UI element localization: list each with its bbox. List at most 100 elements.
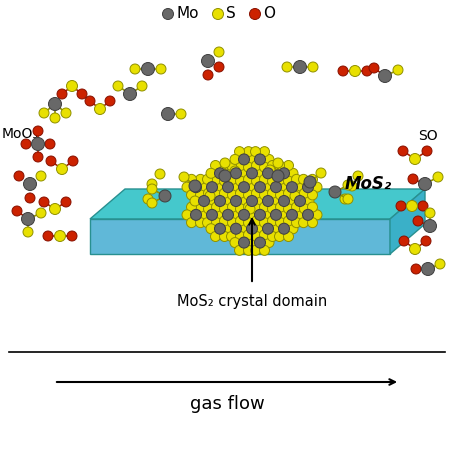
- Circle shape: [216, 182, 226, 192]
- Circle shape: [236, 176, 246, 186]
- Circle shape: [419, 178, 431, 191]
- Circle shape: [260, 245, 270, 255]
- Circle shape: [212, 217, 222, 227]
- Circle shape: [248, 210, 258, 220]
- Circle shape: [248, 182, 258, 192]
- Circle shape: [252, 176, 262, 186]
- Circle shape: [238, 182, 250, 192]
- Circle shape: [25, 193, 35, 203]
- Circle shape: [280, 182, 290, 192]
- Circle shape: [396, 201, 406, 211]
- Circle shape: [57, 89, 67, 99]
- Circle shape: [296, 182, 306, 192]
- Circle shape: [283, 188, 293, 198]
- Circle shape: [262, 168, 273, 179]
- Circle shape: [262, 223, 273, 234]
- Circle shape: [422, 146, 432, 156]
- Circle shape: [49, 98, 61, 110]
- Circle shape: [205, 191, 215, 201]
- Circle shape: [406, 201, 418, 212]
- Circle shape: [113, 81, 123, 91]
- Circle shape: [214, 223, 226, 234]
- Circle shape: [350, 65, 360, 77]
- Circle shape: [243, 217, 253, 227]
- Circle shape: [214, 168, 226, 179]
- Circle shape: [286, 209, 297, 220]
- Circle shape: [267, 161, 277, 171]
- Circle shape: [275, 161, 285, 171]
- Text: SO: SO: [418, 129, 438, 143]
- Circle shape: [252, 232, 262, 242]
- Circle shape: [243, 245, 253, 255]
- Circle shape: [307, 217, 317, 227]
- Circle shape: [162, 108, 174, 120]
- Circle shape: [219, 170, 231, 182]
- Circle shape: [187, 202, 197, 212]
- Circle shape: [230, 166, 240, 176]
- Circle shape: [245, 204, 255, 214]
- Circle shape: [413, 216, 423, 226]
- Circle shape: [304, 176, 316, 188]
- Circle shape: [265, 165, 275, 175]
- Circle shape: [235, 245, 245, 255]
- Circle shape: [231, 196, 242, 207]
- Circle shape: [264, 210, 274, 220]
- Circle shape: [216, 210, 226, 220]
- Circle shape: [56, 163, 68, 174]
- Polygon shape: [90, 219, 390, 254]
- Circle shape: [340, 194, 350, 204]
- Circle shape: [251, 245, 261, 255]
- Circle shape: [393, 65, 403, 75]
- Circle shape: [68, 156, 78, 166]
- Circle shape: [425, 208, 435, 218]
- Circle shape: [214, 62, 224, 72]
- Circle shape: [421, 262, 434, 276]
- Text: O: O: [263, 6, 275, 21]
- Circle shape: [227, 161, 237, 171]
- Circle shape: [130, 64, 140, 74]
- Circle shape: [399, 236, 409, 246]
- Circle shape: [191, 209, 202, 220]
- Circle shape: [338, 66, 348, 76]
- Circle shape: [182, 210, 192, 220]
- Circle shape: [247, 168, 257, 179]
- Circle shape: [369, 63, 379, 73]
- Circle shape: [271, 182, 281, 192]
- Circle shape: [300, 204, 310, 214]
- Circle shape: [267, 216, 277, 226]
- Circle shape: [207, 209, 217, 220]
- Circle shape: [283, 216, 293, 226]
- Circle shape: [291, 174, 301, 184]
- Circle shape: [247, 196, 257, 207]
- Circle shape: [227, 202, 237, 212]
- Circle shape: [219, 232, 230, 242]
- Circle shape: [307, 190, 317, 200]
- Circle shape: [236, 161, 246, 171]
- Circle shape: [219, 161, 230, 171]
- Circle shape: [256, 168, 266, 178]
- Circle shape: [291, 217, 301, 227]
- Circle shape: [283, 161, 293, 171]
- Circle shape: [273, 158, 283, 168]
- Circle shape: [343, 180, 353, 190]
- Circle shape: [260, 230, 270, 240]
- Circle shape: [288, 196, 298, 206]
- Circle shape: [206, 224, 216, 234]
- Circle shape: [196, 202, 206, 212]
- Polygon shape: [90, 189, 425, 219]
- Circle shape: [278, 168, 290, 179]
- Circle shape: [243, 230, 253, 240]
- Text: MoO₃: MoO₃: [2, 127, 39, 141]
- Circle shape: [260, 202, 270, 212]
- Circle shape: [147, 179, 157, 189]
- Circle shape: [39, 108, 49, 118]
- Circle shape: [252, 204, 262, 214]
- Circle shape: [410, 153, 420, 164]
- Circle shape: [187, 190, 197, 200]
- Circle shape: [227, 190, 237, 200]
- Circle shape: [202, 217, 212, 227]
- Circle shape: [240, 168, 250, 178]
- Circle shape: [418, 201, 428, 211]
- Circle shape: [224, 196, 234, 206]
- Circle shape: [247, 223, 257, 234]
